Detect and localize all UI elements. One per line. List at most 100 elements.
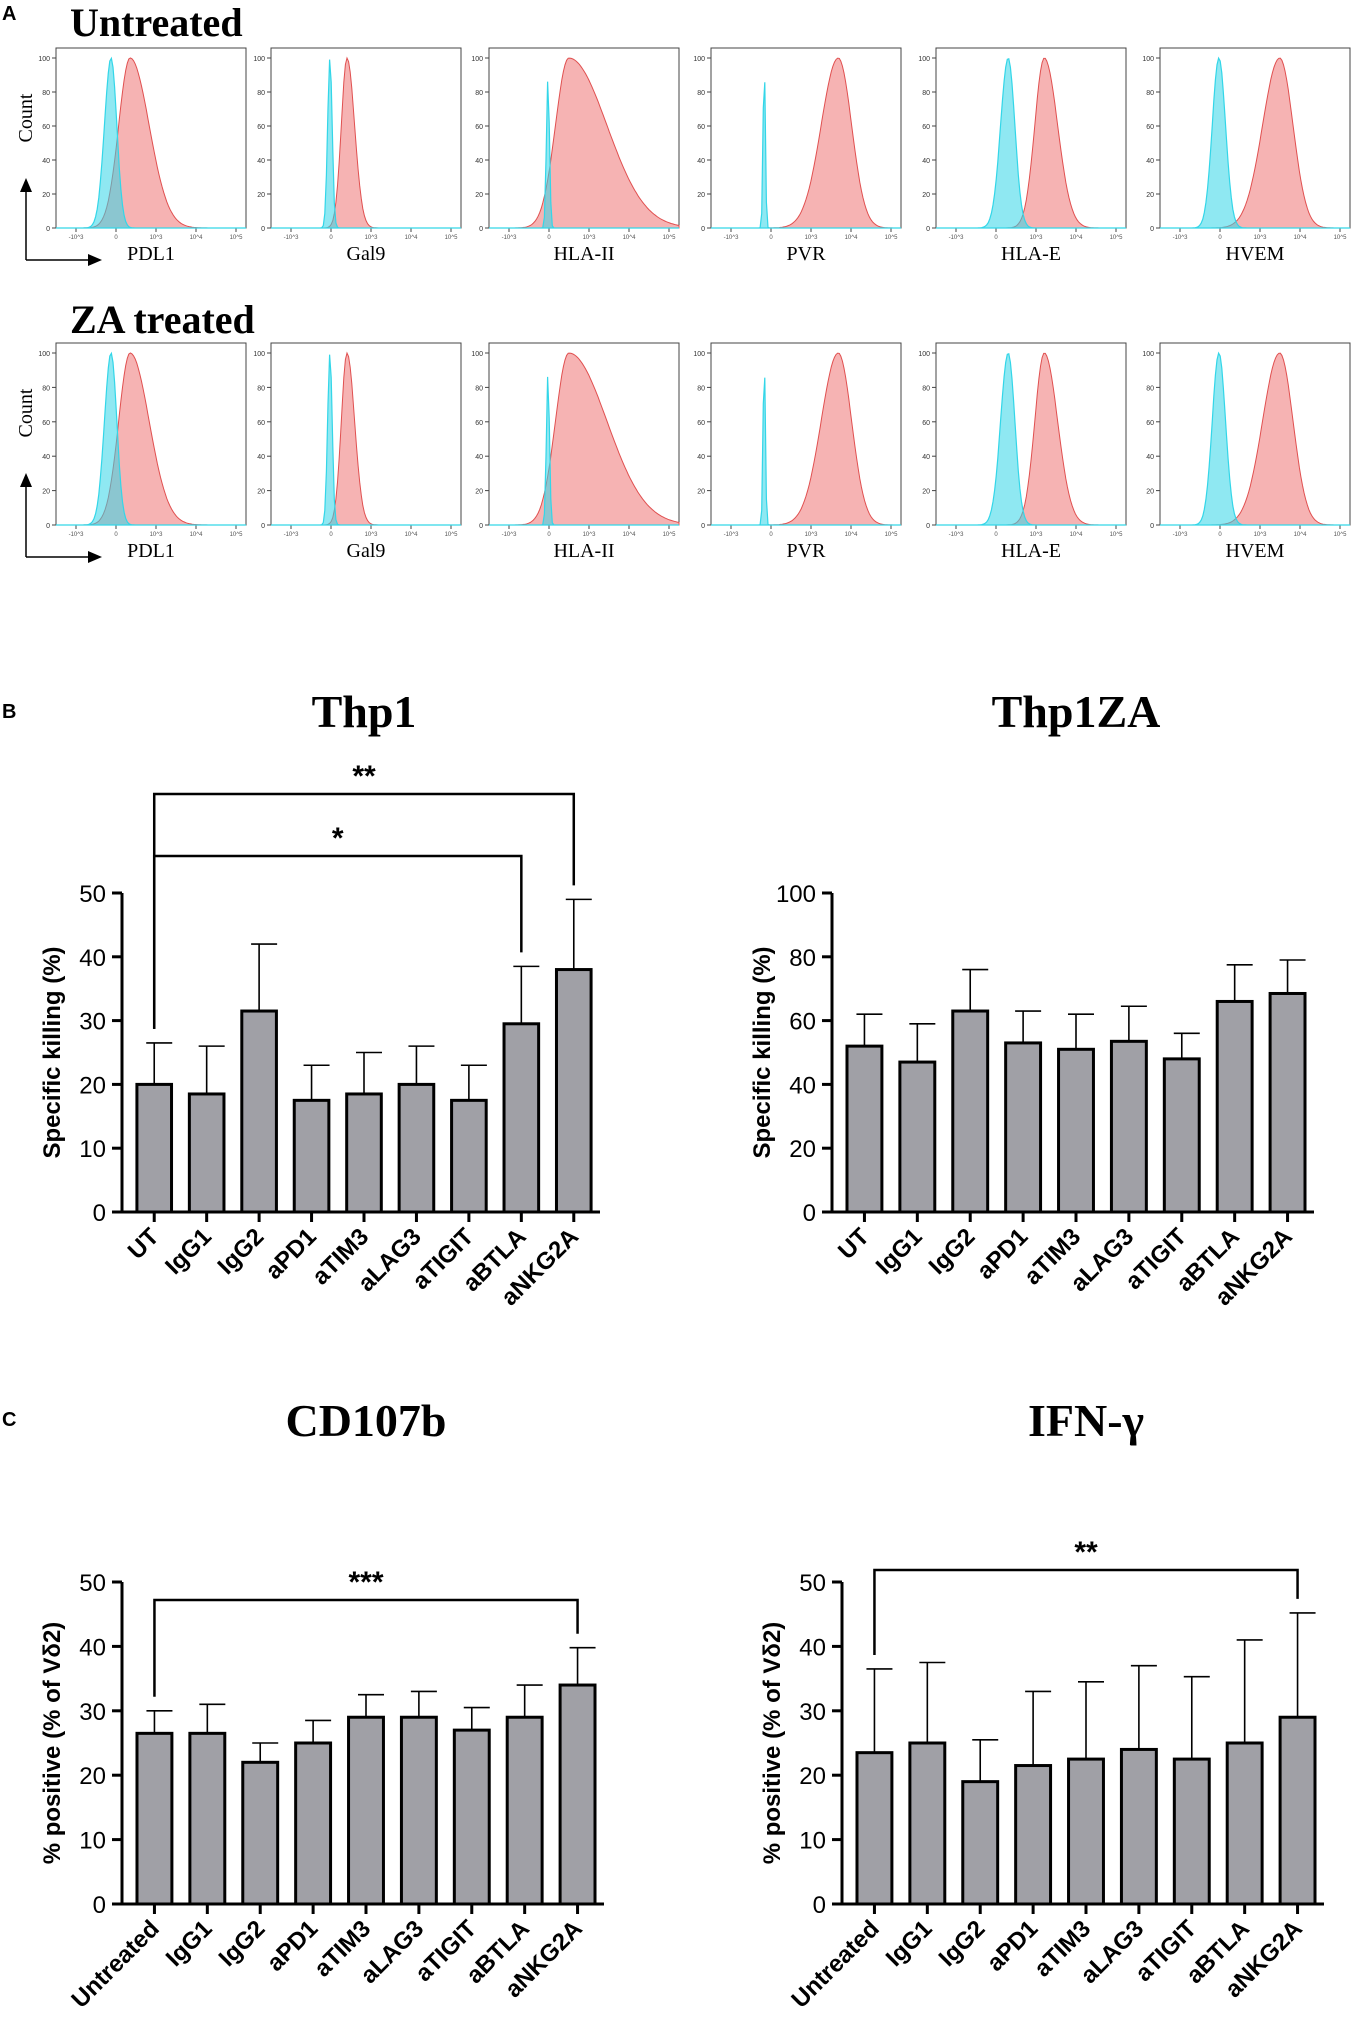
panel-b-letter: B — [2, 701, 16, 723]
y-tick-label: 10 — [799, 1828, 826, 1855]
isotype-histogram-curve — [1160, 56, 1350, 229]
count-arrow-head — [20, 178, 32, 192]
bar-apd1 — [1004, 1041, 1043, 1214]
y-tick-label: 100 — [776, 881, 816, 908]
histogram-ytick-label: 80 — [257, 385, 265, 392]
histogram-ytick-label: 20 — [1146, 192, 1154, 199]
isotype-histogram-curve — [489, 376, 679, 526]
stained-histogram-curve — [711, 57, 901, 229]
y-tick-label: 30 — [79, 1699, 106, 1726]
histogram-ytick-label: 40 — [922, 158, 930, 165]
bar-igg2 — [961, 1780, 1000, 1906]
histogram-pvr-untreated: 100 80 60 40 20 0 -10^3 0 10^3 10^4 10^5 PVR — [693, 47, 902, 265]
histogram-xtick-label: 10^3 — [1030, 235, 1043, 241]
y-tick-label: 30 — [799, 1699, 826, 1726]
isotype-histogram-curve — [56, 351, 246, 526]
y-tick-label: 10 — [79, 1136, 106, 1163]
histogram-xtick-label: 10^5 — [885, 532, 898, 538]
y-tick-label: 60 — [789, 1009, 816, 1036]
histogram-xtick-label: -10^3 — [949, 532, 964, 538]
y-tick-label: 0 — [93, 1200, 106, 1227]
stained-histogram-curve — [271, 56, 461, 229]
histogram-xtick-label: 10^3 — [365, 532, 378, 538]
bar-igg1 — [188, 1731, 227, 1906]
histogram-xtick-label: -10^3 — [1173, 532, 1188, 538]
histogram-ytick-label: 40 — [1146, 158, 1154, 165]
bar-untreated — [855, 1751, 894, 1906]
histogram-marker-label: HVEM — [1226, 243, 1285, 265]
histogram-ytick-label: 20 — [475, 489, 483, 496]
histogram-marker-label: HLA-II — [553, 540, 614, 562]
histogram-xtick-label: 10^5 — [1110, 235, 1123, 241]
y-tick-label: 0 — [803, 1200, 816, 1227]
histogram-xtick-label: 10^4 — [405, 532, 418, 538]
panel-b: B — [2, 701, 16, 723]
histogram-hla-e-untreated: 100 80 60 40 20 0 -10^3 0 10^3 10^4 10^5 HLA-E — [918, 47, 1127, 265]
y-tick-label: 40 — [799, 1634, 826, 1661]
histogram-xtick-label: 10^3 — [1254, 235, 1267, 241]
histogram-ytick-label: 60 — [922, 124, 930, 131]
y-tick-label: 50 — [79, 881, 106, 908]
histogram-ytick-label: 80 — [922, 90, 930, 97]
histogram-ytick-label: 80 — [257, 90, 265, 97]
row-title-untreated: Untreated — [70, 0, 243, 45]
y-tick-label: 10 — [79, 1828, 106, 1855]
stained-histogram-curve — [56, 352, 246, 526]
y-tick-label: 50 — [799, 1570, 826, 1597]
histogram-xtick-label: 10^3 — [150, 532, 163, 538]
row-title-za-treated: ZA treated — [70, 297, 255, 342]
histogram-ytick-label: 20 — [475, 192, 483, 199]
histogram-hla-e-za-treated: 100 80 60 40 20 0 -10^3 0 10^3 10^4 10^5 HLA-E — [918, 342, 1127, 562]
y-tick-label: 0 — [93, 1892, 106, 1919]
histogram-ytick-label: 60 — [42, 420, 50, 427]
histogram-ytick-label: 0 — [701, 226, 705, 233]
x-tick-label-untreated: Untreated — [66, 1915, 164, 2013]
histogram-xtick-label: 10^3 — [805, 235, 818, 241]
y-tick-label: 80 — [789, 945, 816, 972]
y-tick-label: 40 — [79, 1634, 106, 1661]
histogram-xtick-label: 10^4 — [623, 532, 636, 538]
histogram-frame — [270, 342, 462, 526]
histogram-ytick-label: 0 — [701, 523, 705, 530]
stained-histogram-curve — [489, 352, 680, 526]
histogram-xtick-label: 0 — [329, 532, 333, 538]
significance-bracket-ankg2a — [152, 792, 576, 1029]
bar-chart-ifn: IFN-γ 0 10 20 30 40 50 % positive (% of Vδ2) Unt… — [759, 1395, 1324, 2013]
significance-bracket-ankg2a — [153, 1598, 579, 1697]
stained-histogram-curve — [711, 352, 901, 526]
bar-abtla — [1215, 999, 1254, 1214]
histogram-ytick-label: 40 — [257, 158, 265, 165]
histogram-ytick-label: 0 — [479, 226, 483, 233]
y-tick-label: 0 — [813, 1892, 826, 1919]
bar-abtla — [505, 1715, 544, 1906]
significance-label: *** — [348, 1566, 383, 1599]
histogram-ytick-label: 0 — [926, 226, 930, 233]
panel-a: A Untreated ZA treated — [2, 0, 255, 342]
count-axis-label: Count — [15, 388, 37, 437]
histogram-pdl1-untreated: 100 80 60 40 20 0 -10^3 0 10^3 10^4 10^5 PDL1 — [38, 47, 247, 265]
histogram-ytick-label: 20 — [922, 489, 930, 496]
histogram-ytick-label: 20 — [697, 489, 705, 496]
count-arrow-head — [20, 473, 32, 487]
histogram-xtick-label: 10^5 — [663, 532, 676, 538]
histogram-ytick-label: 80 — [697, 90, 705, 97]
bar-apd1 — [292, 1098, 331, 1214]
stained-histogram-curve — [271, 351, 461, 526]
histogram-marker-label: Gal9 — [347, 540, 386, 562]
y-axis-label: % positive (% of Vδ2) — [39, 1622, 66, 1865]
histogram-xtick-label: 10^4 — [1070, 235, 1083, 241]
histogram-xtick-label: -10^3 — [502, 235, 517, 241]
histogram-ytick-label: 40 — [475, 158, 483, 165]
histogram-hvem-untreated: 100 80 60 40 20 0 -10^3 0 10^3 10^4 10^5 HVEM — [1142, 47, 1351, 265]
bar-alag3 — [399, 1715, 438, 1906]
bar-ankg2a — [554, 968, 593, 1214]
bar-ut — [135, 1082, 174, 1214]
histogram-xtick-label: 10^5 — [1334, 235, 1347, 241]
x-tick-label-untreated: Untreated — [786, 1915, 884, 2013]
histogram-xtick-label: 10^5 — [1334, 532, 1347, 538]
